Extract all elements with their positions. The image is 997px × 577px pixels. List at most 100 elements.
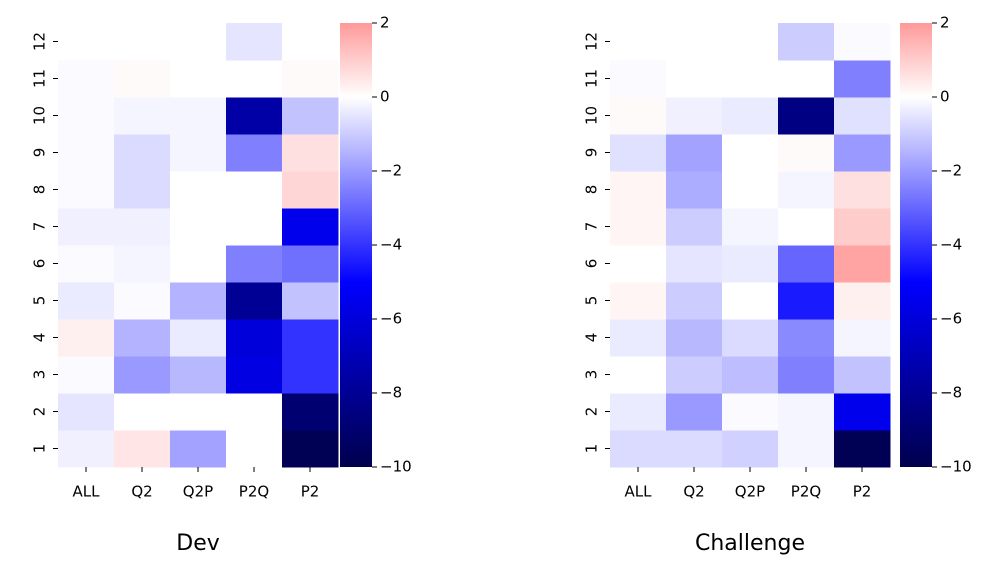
colorbar-tick-label: −4 — [940, 236, 962, 254]
y-tick-label: 7 — [31, 222, 49, 232]
heatmap-cell — [610, 208, 667, 246]
heatmap-cell — [58, 282, 115, 320]
heatmap-cell — [610, 282, 667, 320]
y-tick-label: 2 — [31, 407, 49, 417]
y-tick-label: 9 — [583, 148, 601, 158]
x-tick-label: P2Q — [791, 483, 821, 501]
heatmap-cell — [226, 97, 283, 135]
heatmap-cell — [722, 319, 779, 357]
heatmap-cell — [170, 319, 227, 357]
heatmap-cell — [226, 393, 283, 431]
heatmap-cell — [834, 134, 891, 172]
heatmap-cell — [666, 393, 723, 431]
y-tick-label: 10 — [583, 106, 601, 125]
heatmap-cell — [170, 430, 227, 468]
heatmap-cell — [226, 245, 283, 283]
heatmap-cell — [610, 60, 667, 98]
y-tick-label: 5 — [583, 296, 601, 306]
x-tick-label: Q2 — [683, 483, 704, 501]
heatmap-cell — [722, 97, 779, 135]
heatmap-cell — [666, 430, 723, 468]
heatmap-cell — [610, 319, 667, 357]
heatmap-cell — [722, 23, 779, 61]
heatmap-cell — [666, 60, 723, 98]
chart-title: Challenge — [695, 531, 805, 556]
y-tick-label: 4 — [583, 333, 601, 343]
y-tick-label: 8 — [583, 185, 601, 195]
heatmap-cell — [722, 245, 779, 283]
chart-title: Dev — [176, 531, 220, 556]
x-tick-label: ALL — [625, 483, 653, 501]
heatmap-cell — [282, 134, 339, 172]
heatmap-cell — [778, 97, 835, 135]
y-tick-label: 10 — [31, 106, 49, 125]
heatmap-cell — [722, 171, 779, 209]
colorbar-tick-label: 0 — [940, 88, 950, 106]
heatmap-cell — [834, 393, 891, 431]
colorbar-tick-label: −6 — [380, 310, 402, 328]
y-tick-label: 2 — [583, 407, 601, 417]
heatmap-cell — [114, 319, 171, 357]
heatmap-cell — [114, 245, 171, 283]
heatmap-cell — [666, 171, 723, 209]
heatmap-cell — [58, 245, 115, 283]
heatmap-cell — [610, 23, 667, 61]
heatmap-cell — [58, 356, 115, 394]
heatmap-cell — [722, 430, 779, 468]
heatmap-cell — [610, 171, 667, 209]
heatmap-cell — [666, 245, 723, 283]
heatmap-cell — [722, 282, 779, 320]
heatmap-cell — [666, 23, 723, 61]
heatmap-cell — [778, 430, 835, 468]
heatmap-cell — [610, 430, 667, 468]
heatmap-cell — [610, 245, 667, 283]
heatmap-cell — [170, 171, 227, 209]
heatmap-cell — [722, 356, 779, 394]
y-tick-label: 6 — [583, 259, 601, 269]
colorbar-tick-label: −2 — [380, 162, 402, 180]
y-tick-label: 9 — [31, 148, 49, 158]
heatmap-cell — [226, 23, 283, 61]
colorbar-tick-label: −6 — [940, 310, 962, 328]
heatmap-cell — [170, 393, 227, 431]
heatmap-cell — [778, 23, 835, 61]
heatmap-cell — [666, 282, 723, 320]
heatmap-cell — [778, 208, 835, 246]
heatmap-cell — [722, 134, 779, 172]
y-tick-label: 4 — [31, 333, 49, 343]
heatmap-cell — [114, 23, 171, 61]
heatmap-cell — [114, 430, 171, 468]
heatmap-cell — [834, 245, 891, 283]
heatmap-cell — [58, 97, 115, 135]
heatmap-cell — [610, 134, 667, 172]
colorbar-tick-label: −10 — [380, 458, 412, 476]
heatmap-cell — [834, 319, 891, 357]
heatmap-cell — [834, 97, 891, 135]
colorbar-tick-label: 0 — [380, 88, 390, 106]
y-tick-label: 12 — [31, 32, 49, 51]
x-tick-label: Q2P — [735, 483, 765, 501]
heatmap-cell — [226, 282, 283, 320]
y-tick-label: 8 — [31, 185, 49, 195]
x-tick-label: ALL — [73, 483, 101, 501]
heatmap-cell — [114, 171, 171, 209]
x-tick-label: Q2 — [131, 483, 152, 501]
heatmap-cell — [722, 60, 779, 98]
heatmap-cell — [778, 282, 835, 320]
colorbar-tick-label: 2 — [940, 14, 950, 32]
heatmap-cell — [170, 282, 227, 320]
heatmap-cell — [114, 97, 171, 135]
heatmap-cell — [666, 319, 723, 357]
heatmap-cell — [282, 430, 339, 468]
heatmap-cell — [778, 393, 835, 431]
heatmap-cell — [282, 60, 339, 98]
heatmap-cell — [666, 134, 723, 172]
heatmap-cell — [610, 393, 667, 431]
y-tick-label: 7 — [583, 222, 601, 232]
colorbar — [900, 23, 932, 467]
heatmap-cell — [226, 208, 283, 246]
heatmap-cell — [114, 356, 171, 394]
heatmap-cell — [282, 356, 339, 394]
heatmap-cell — [834, 356, 891, 394]
